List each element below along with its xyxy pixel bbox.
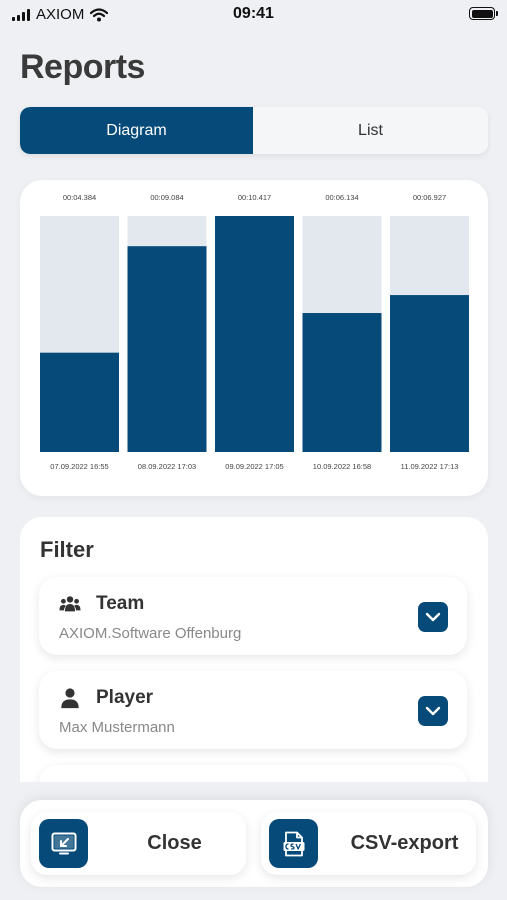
bar-value-label: 00:04.384 (63, 193, 96, 202)
wifi-icon (90, 7, 109, 21)
filter-team-label: Team (96, 593, 145, 614)
bar-value-label: 00:06.134 (325, 193, 358, 202)
page-title: Reports (20, 48, 145, 86)
filter-player[interactable]: Player Max Mustermann (39, 671, 467, 749)
bar[interactable] (40, 352, 119, 452)
filter-team[interactable]: Team AXIOM.Software Offenburg (39, 577, 467, 655)
filter-player-value: Max Mustermann (59, 719, 175, 736)
bar-value-label: 00:10.417 (238, 193, 271, 202)
status-bar: AXIOM 09:41 (0, 0, 507, 30)
x-tick-label: 11.09.2022 17:13 (401, 462, 459, 471)
x-tick-label: 08.09.2022 17:03 (138, 462, 196, 471)
csv-export-button[interactable]: CSV-export (261, 812, 476, 875)
status-time: 09:41 (233, 5, 274, 22)
bar[interactable] (302, 313, 382, 452)
x-tick-label: 09.09.2022 17:05 (225, 462, 283, 471)
view-segmented-control: Diagram List (20, 107, 488, 154)
signal-icon (12, 8, 30, 21)
bar[interactable] (390, 295, 469, 452)
player-icon (61, 688, 79, 709)
filter-item-partial[interactable] (39, 765, 467, 782)
tab-list[interactable]: List (358, 121, 383, 139)
filter-card: Filter Team AXIOM.Software Offenburg Pla… (20, 517, 488, 782)
csv-icon-tile (269, 819, 318, 868)
close-button-label: Close (147, 832, 202, 854)
csv-export-label: CSV-export (350, 832, 459, 854)
filter-title: Filter (40, 537, 94, 562)
bar-value-label: 00:09.084 (150, 193, 183, 202)
exit-screen-icon (51, 832, 76, 854)
team-icon (59, 596, 81, 612)
chevron-down-icon (425, 706, 441, 716)
bar[interactable] (127, 246, 207, 452)
csv-file-icon (283, 831, 304, 856)
bar-value-label: 00:06.927 (413, 193, 446, 202)
chevron-down-icon (425, 612, 441, 622)
tab-diagram[interactable]: Diagram (20, 107, 253, 154)
bar[interactable] (215, 216, 294, 452)
player-dropdown-button[interactable] (418, 696, 448, 726)
battery-icon (469, 7, 498, 20)
team-dropdown-button[interactable] (418, 602, 448, 632)
carrier-name: AXIOM (36, 6, 85, 23)
status-left: AXIOM (12, 6, 109, 23)
chart-card: 00:04.384 07.09.2022 16:55 00:09.084 08.09.… (20, 180, 488, 496)
x-tick-label: 10.09.2022 16:58 (313, 462, 371, 471)
x-tick-label: 07.09.2022 16:55 (50, 462, 108, 471)
close-icon-tile (39, 819, 88, 868)
bottom-action-bar: Close CSV-export (20, 800, 488, 887)
filter-team-value: AXIOM.Software Offenburg (59, 625, 242, 642)
close-button[interactable]: Close (31, 812, 246, 875)
filter-player-label: Player (96, 687, 154, 708)
bar-chart: 00:04.384 07.09.2022 16:55 00:09.084 08.09.… (40, 193, 469, 471)
